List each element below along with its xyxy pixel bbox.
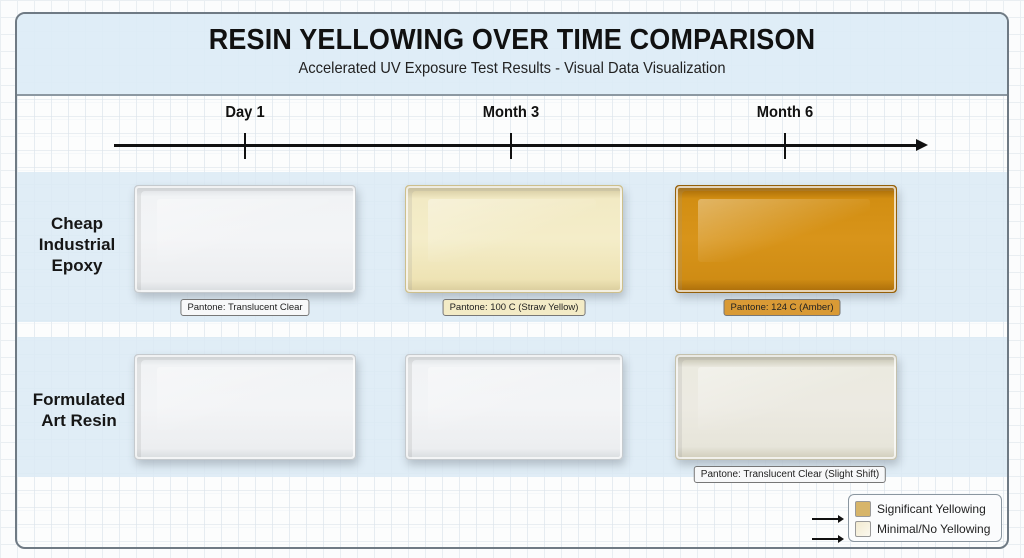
sample-resin-month6 <box>675 354 897 460</box>
legend-arrow-icon <box>812 535 844 542</box>
timeline-tick <box>510 133 512 159</box>
row-label-line: Formulated <box>32 390 126 409</box>
row-label-line: Art Resin <box>41 411 117 430</box>
pantone-label: Pantone: Translucent Clear <box>180 299 310 316</box>
row-label-line: Epoxy <box>51 256 103 275</box>
sample-epoxy-month6 <box>675 185 897 293</box>
sample-epoxy-month3 <box>405 185 623 293</box>
page-subtitle: Accelerated UV Exposure Test Results - V… <box>298 60 726 77</box>
swatch-minimal-icon <box>855 521 871 537</box>
legend: Significant Yellowing Minimal/No Yellowi… <box>848 494 1002 542</box>
legend-arrow-icon <box>812 515 844 522</box>
timeline-label-month3: Month 3 <box>482 104 540 121</box>
sample-epoxy-day1 <box>134 185 356 293</box>
row-label-line: Cheap <box>51 214 103 233</box>
legend-label: Significant Yellowing <box>877 502 986 516</box>
timeline-label-month6: Month 6 <box>756 104 814 121</box>
header-banner: RESIN YELLOWING OVER TIME COMPARISON Acc… <box>17 14 1007 96</box>
timeline-label-day1: Day 1 <box>225 104 265 121</box>
legend-item-minimal: Minimal/No Yellowing <box>855 521 990 537</box>
row-label-line: Industrial <box>38 235 116 254</box>
row-label-cheap-epoxy: Cheap Industrial Epoxy <box>27 213 127 276</box>
timeline-axis <box>114 144 920 147</box>
row-label-art-resin: Formulated Art Resin <box>25 389 133 431</box>
pantone-label: Pantone: 100 C (Straw Yellow) <box>442 299 586 316</box>
pantone-label: Pantone: 124 C (Amber) <box>723 299 841 316</box>
sample-resin-month3 <box>405 354 623 460</box>
timeline-tick <box>244 133 246 159</box>
page-title: RESIN YELLOWING OVER TIME COMPARISON <box>208 24 816 56</box>
timeline-arrow-icon <box>916 139 928 151</box>
legend-item-significant: Significant Yellowing <box>855 501 986 517</box>
swatch-significant-icon <box>855 501 871 517</box>
legend-label: Minimal/No Yellowing <box>877 522 991 536</box>
pantone-label: Pantone: Translucent Clear (Slight Shift… <box>693 466 887 483</box>
sample-resin-day1 <box>134 354 356 460</box>
timeline-tick <box>784 133 786 159</box>
diagram-frame: RESIN YELLOWING OVER TIME COMPARISON Acc… <box>15 12 1009 549</box>
